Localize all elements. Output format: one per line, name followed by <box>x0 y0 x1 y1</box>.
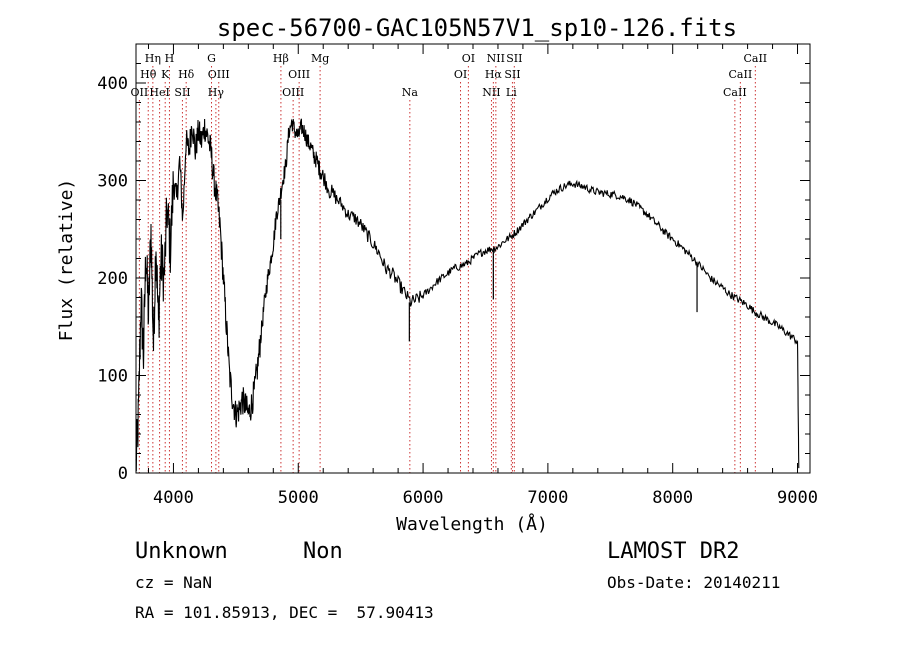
object-class: Unknown <box>135 539 228 564</box>
line-marker-label: SII <box>174 86 190 99</box>
line-marker-label: NII <box>482 86 500 99</box>
line-marker-label: OIII <box>208 68 230 81</box>
absorption-dips <box>280 200 698 342</box>
observation-date: Obs-Date: 20140211 <box>607 573 781 592</box>
x-tick-label: 9000 <box>777 488 818 508</box>
line-marker-label: OIII <box>288 68 310 81</box>
line-marker-label: Na <box>402 86 419 99</box>
line-marker-label: Hγ <box>208 86 225 99</box>
line-marker-label: OI <box>462 52 475 65</box>
y-tick-label: 400 <box>97 74 128 94</box>
line-marker-label: Hη <box>145 52 161 65</box>
y-axis-label: Flux (relative) <box>56 179 77 342</box>
line-markers <box>138 66 756 473</box>
line-marker-label: HeI <box>149 86 169 99</box>
coordinates: RA = 101.85913, DEC = 57.90413 <box>135 603 434 622</box>
line-marker-label: Hβ <box>273 52 289 65</box>
line-marker-label: SII <box>506 52 522 65</box>
x-tick-label: 7000 <box>527 488 568 508</box>
line-marker-label: CaII <box>729 68 753 81</box>
object-subclass: Non <box>303 539 343 564</box>
line-marker-labels: OIIHθHηHeIKHSIIHδGHγOIIIHβOIIIOIIIMgNaOI… <box>131 52 768 99</box>
line-marker-label: Mg <box>311 52 329 65</box>
x-axis-ticks: 4000 5000 6000 7000 8000 9000 <box>147 44 818 508</box>
x-tick-label: 8000 <box>652 488 693 508</box>
survey-name: LAMOST DR2 <box>607 539 740 564</box>
line-marker-label: OIII <box>282 86 304 99</box>
x-axis-label: Wavelength (Å) <box>396 513 548 535</box>
line-marker-label: CaII <box>743 52 767 65</box>
line-marker-label: NII <box>487 52 505 65</box>
line-marker-label: H <box>165 52 175 65</box>
y-tick-label: 0 <box>118 464 128 484</box>
y-tick-label: 200 <box>97 269 128 289</box>
line-marker-label: Hδ <box>178 68 195 81</box>
spectrum-line <box>135 118 800 472</box>
x-tick-label: 5000 <box>278 488 319 508</box>
line-marker-label: K <box>161 68 170 81</box>
y-tick-label: 100 <box>97 367 128 387</box>
line-marker-label: Li <box>506 86 517 99</box>
line-marker-label: CaII <box>723 86 747 99</box>
x-tick-label: 6000 <box>403 488 444 508</box>
line-marker-label: OII <box>131 86 149 99</box>
line-marker-label: SII <box>504 68 520 81</box>
line-marker-label: Hθ <box>140 68 157 81</box>
redshift-cz: cz = NaN <box>135 573 213 592</box>
chart-title: spec-56700-GAC105N57V1_sp10-126.fits <box>217 14 737 42</box>
line-marker-label: Hα <box>485 68 503 81</box>
y-tick-label: 300 <box>97 172 128 192</box>
line-marker-label: G <box>207 52 216 65</box>
y-axis-ticks: 0 100 200 300 400 <box>97 43 810 484</box>
line-marker-label: OI <box>454 68 467 81</box>
x-tick-label: 4000 <box>153 488 194 508</box>
